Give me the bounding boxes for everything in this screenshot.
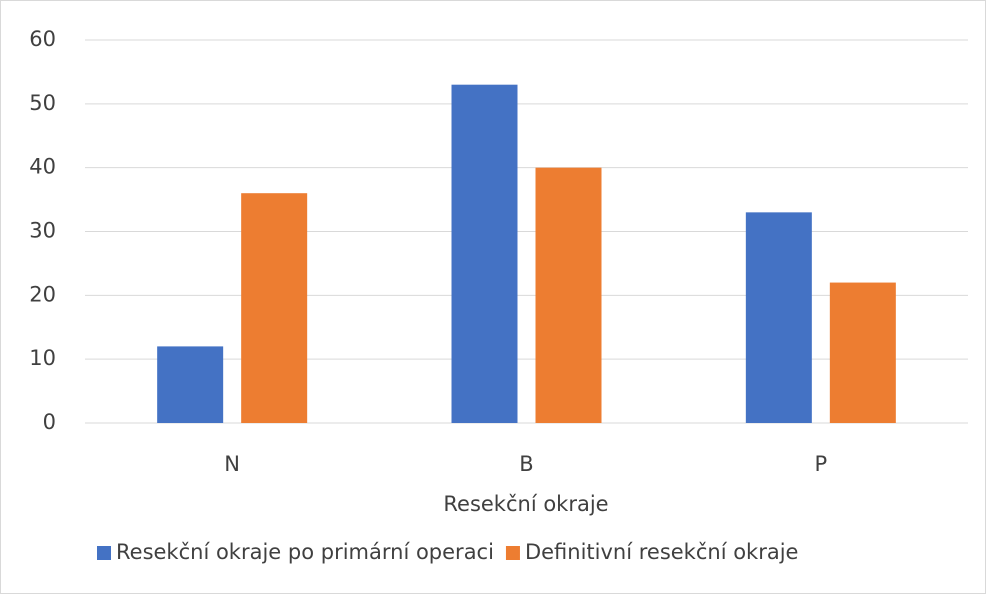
y-tick-label: 0 — [43, 410, 56, 434]
legend-label: Definitivní resekční okraje — [525, 540, 799, 564]
legend-label: Resekční okraje po primární operaci — [116, 540, 494, 564]
bar — [745, 212, 812, 423]
y-tick-label: 40 — [29, 155, 56, 179]
bar — [451, 84, 518, 423]
y-tick-label: 30 — [29, 219, 56, 243]
y-tick-label: 60 — [29, 27, 56, 51]
bar — [157, 346, 224, 423]
y-tick-label: 10 — [29, 346, 56, 370]
bar — [241, 193, 308, 423]
bar — [829, 282, 896, 423]
x-tick-label: B — [519, 452, 533, 476]
y-tick-label: 50 — [29, 91, 56, 115]
y-tick-label: 20 — [29, 282, 56, 306]
x-tick-label: N — [224, 452, 240, 476]
legend-swatch — [97, 546, 111, 560]
x-tick-label: P — [814, 452, 827, 476]
bar — [535, 167, 602, 423]
x-axis-label: Resekční okraje — [443, 492, 608, 516]
legend-swatch — [505, 546, 520, 560]
